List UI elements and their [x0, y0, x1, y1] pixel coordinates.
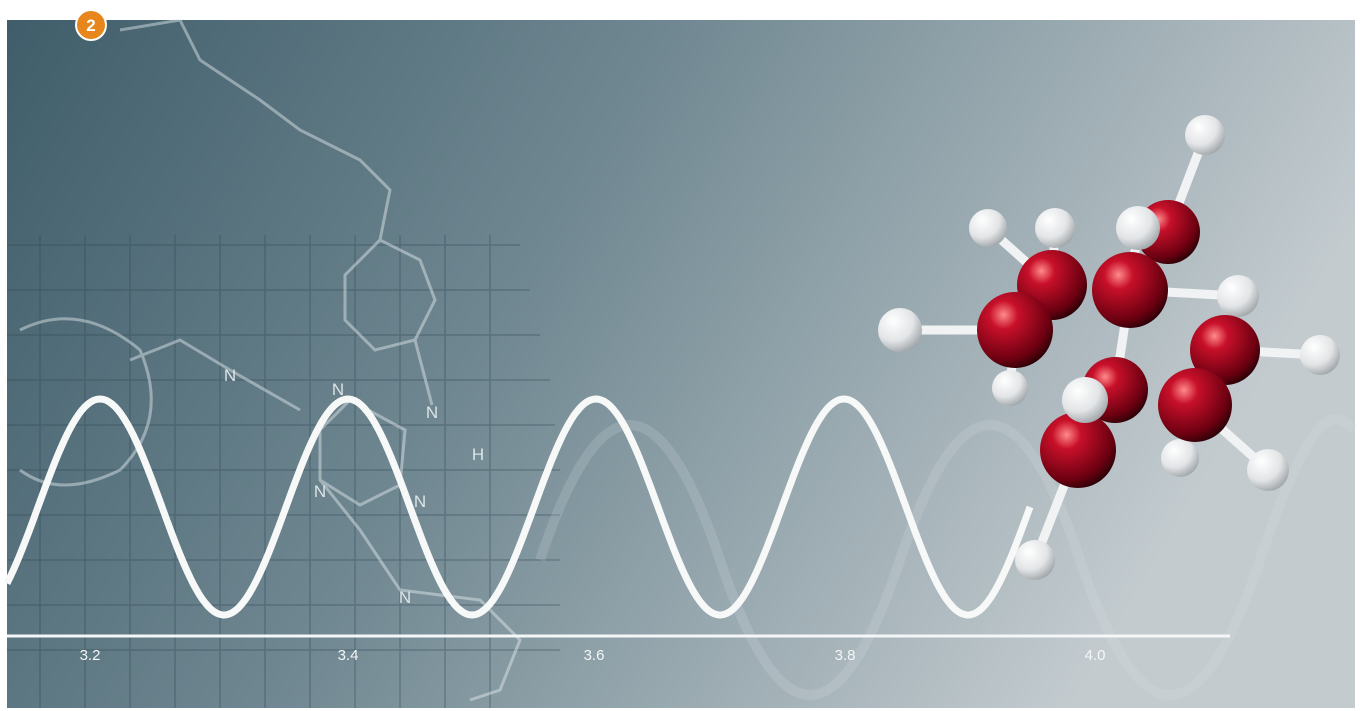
chemical-structure [19, 18, 522, 702]
hydrogen-atom [969, 209, 1007, 247]
hydrogen-atom [992, 370, 1028, 406]
badge-number: 2 [86, 16, 95, 35]
hydrogen-atom [1247, 449, 1289, 491]
faded-wave [535, 414, 1358, 700]
atom-label: N [426, 403, 438, 422]
axis-label: 3.2 [80, 647, 101, 664]
molecule [878, 115, 1340, 580]
badge [75, 9, 107, 41]
hydrogen-atom [1035, 208, 1075, 248]
axis-label: 3.4 [338, 647, 359, 664]
hydrogen-atom [1185, 115, 1225, 155]
atom-label: N [399, 588, 411, 607]
carbon-atom [977, 292, 1053, 368]
hydrogen-atom [1161, 439, 1199, 477]
carbon-atom [1158, 368, 1232, 442]
axis-label: 3.8 [835, 647, 856, 664]
hydrogen-atom [1015, 540, 1055, 580]
carbon-atom [1190, 315, 1260, 385]
hydrogen-atom [1217, 275, 1259, 317]
carbon-atom [1040, 412, 1116, 488]
hydrogen-atom [1062, 377, 1108, 423]
hydrogen-atom [1116, 206, 1160, 250]
atom-label: N [414, 492, 426, 511]
sine-wave [3, 395, 1034, 619]
atom-label: H [472, 445, 484, 464]
carbon-atom [1092, 252, 1168, 328]
axis-label: 3.6 [584, 647, 605, 664]
atom-label: N [332, 380, 344, 399]
hydrogen-atom [1300, 335, 1340, 375]
hydrogen-atom [878, 308, 922, 352]
axis-label: 4.0 [1085, 647, 1106, 664]
atom-label: N [314, 482, 326, 501]
atom-label: N [224, 366, 236, 385]
